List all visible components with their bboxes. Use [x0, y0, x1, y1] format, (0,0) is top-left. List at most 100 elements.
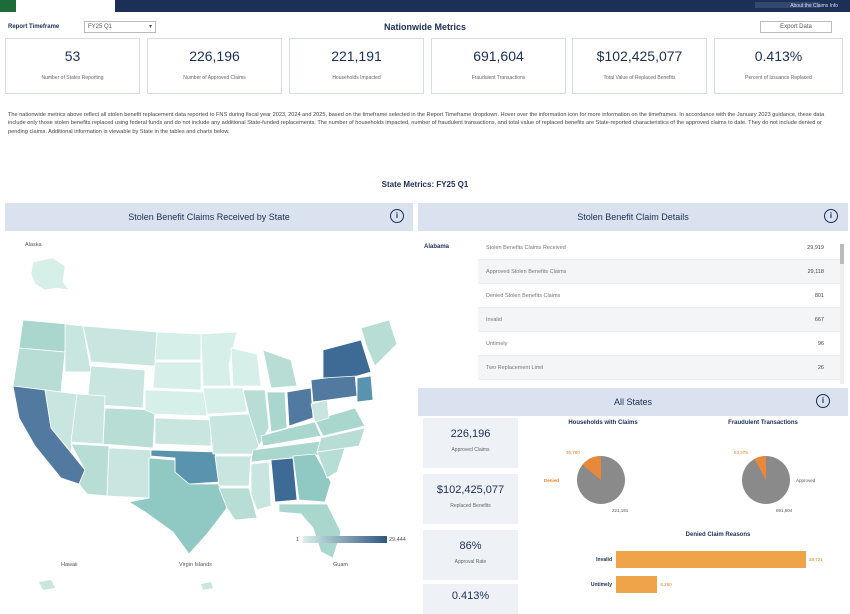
map-state-hawaii[interactable]: [39, 580, 55, 590]
map-state-pennsylvania[interactable]: [310, 373, 358, 403]
row-label: Approved Stolen Benefits Claims: [486, 269, 567, 275]
scrollbar-thumb[interactable]: [840, 244, 844, 264]
households-approved-value: 221,191: [612, 508, 629, 513]
map-state-kansas[interactable]: [154, 417, 212, 447]
map-state-new-mexico[interactable]: [106, 447, 152, 499]
kpi-label: Households Impacted: [332, 75, 381, 81]
map-state-montana[interactable]: [82, 325, 158, 367]
denied-reasons-title: Denied Claim Reasons: [685, 532, 751, 538]
map-state-louisiana[interactable]: [218, 487, 258, 521]
kpi-states: 53 Number of States Reporting: [5, 38, 140, 94]
kpi-percent-replaced: 0.413% Percent of Issuance Replaced: [714, 38, 843, 94]
households-pie-title: Households with Claims: [568, 420, 638, 426]
pies-svg: [577, 456, 790, 504]
map-territory-virgin-islands[interactable]: [201, 582, 213, 590]
bar-value-untimely: 6,250: [660, 582, 672, 587]
bar-untimely[interactable]: [616, 576, 658, 593]
fraud-pie-title: Fraudulent Transactions: [728, 420, 798, 426]
map-state-arkansas[interactable]: [214, 455, 252, 487]
details-table: Alabama Stolen Benefits Claims Received …: [418, 232, 848, 384]
map-state-indiana[interactable]: [266, 391, 288, 433]
info-icon[interactable]: i: [816, 394, 830, 408]
map-state-mid-atlantic[interactable]: [356, 375, 374, 403]
info-icon[interactable]: i: [390, 209, 404, 223]
about-link[interactable]: About the Claims Info: [790, 3, 838, 9]
mini-kpi-approved: 226,196 Approved Claims: [423, 418, 518, 468]
kpi-label: Number of States Reporting: [41, 75, 104, 81]
map-state-florida[interactable]: [278, 503, 342, 559]
map-state-kentucky[interactable]: [260, 421, 322, 447]
kpi-value: 221,191: [331, 48, 382, 64]
map-state-michigan[interactable]: [262, 349, 298, 389]
all-states-title: All States: [613, 397, 653, 407]
map-state-texas[interactable]: [127, 457, 228, 555]
mini-value: 86%: [459, 540, 482, 552]
guam-label: Guam: [333, 562, 348, 568]
all-states-header: All States i: [418, 388, 848, 416]
timeframe-dropdown[interactable]: FY25 Q1 ▾: [84, 21, 156, 33]
chevron-down-icon: ▾: [148, 24, 152, 30]
kpi-value: 0.413%: [754, 48, 803, 64]
map-state-georgia[interactable]: [292, 453, 332, 503]
map-state-south-dakota[interactable]: [152, 361, 202, 391]
map-state-virginia[interactable]: [314, 407, 366, 437]
households-pie-denied[interactable]: [582, 456, 601, 480]
kpi-label: Total Value of Replaced Benefits: [603, 75, 676, 81]
map-state-west-virginia[interactable]: [310, 399, 330, 423]
legend-bar: [303, 536, 387, 543]
bar-value-invalid: 28,721: [809, 557, 823, 562]
header-band: About the Claims Info: [115, 0, 850, 12]
map-state-iowa[interactable]: [202, 387, 248, 415]
alaska-label: Alaska: [25, 242, 42, 248]
map-state-wisconsin[interactable]: [230, 347, 262, 387]
nationwide-title: Nationwide Metrics: [383, 22, 466, 32]
row-value: 26: [817, 365, 824, 371]
map-state-colorado[interactable]: [102, 407, 156, 449]
map-state-north-dakota[interactable]: [154, 331, 202, 361]
map-state-arizona[interactable]: [70, 443, 110, 497]
households-denied-label: Denied: [544, 478, 560, 483]
mini-label: Replaced Benefits: [450, 503, 491, 509]
map-state-washington[interactable]: [18, 319, 68, 353]
legend-min: 1: [296, 537, 300, 543]
table-row: Two Replacement Limit 26: [478, 356, 842, 380]
row-label: Stolen Benefits Claims Received: [486, 245, 566, 251]
bar-invalid[interactable]: [616, 551, 806, 568]
households-denied-value: 35,760: [566, 450, 580, 455]
details-scrollbar[interactable]: [840, 244, 844, 384]
usda-logo[interactable]: [0, 0, 16, 12]
map-state-oregon[interactable]: [12, 347, 66, 393]
kpi-label: Fraudulent Transactions: [471, 75, 526, 81]
info-icon[interactable]: i: [824, 209, 838, 223]
kpi-replaced-value: $102,425,077 Total Value of Replaced Ben…: [572, 38, 707, 94]
kpi-households: 221,191 Households Impacted: [289, 38, 424, 94]
map-state-alaska[interactable]: [30, 257, 70, 291]
map-state-north-carolina[interactable]: [316, 427, 366, 453]
details-panel-title: Stolen Benefit Claim Details: [577, 212, 689, 222]
map-state-nebraska[interactable]: [144, 389, 208, 417]
mini-value: 226,196: [450, 428, 491, 440]
row-value: 29,118: [807, 269, 824, 275]
map-state-ohio[interactable]: [286, 387, 314, 427]
kpi-label: Number of Approved Claims: [183, 75, 246, 81]
table-row: Untimely 96: [478, 332, 842, 356]
header-search-box[interactable]: [755, 2, 820, 8]
map-state-minnesota[interactable]: [200, 331, 238, 387]
map-state-mississippi[interactable]: [250, 461, 272, 511]
map-state-nevada[interactable]: [44, 389, 78, 453]
table-row: Denied Stolen Benefits Claims 801: [478, 284, 842, 308]
map-state-utah[interactable]: [70, 393, 106, 445]
fraud-approved-label: Approved: [796, 478, 816, 483]
map-state-new-york[interactable]: [322, 339, 372, 379]
export-data-button[interactable]: Export Data: [760, 21, 832, 33]
row-value: 667: [814, 317, 824, 323]
row-value: 96: [817, 341, 824, 347]
map-panel-title: Stolen Benefit Claims Received by State: [128, 212, 290, 222]
timeframe-value: FY25 Q1: [88, 24, 113, 30]
fraud-approved-value: 691,604: [776, 508, 793, 513]
map-state-new-england[interactable]: [360, 319, 398, 367]
virgin-islands-label: Virgin Islands: [179, 562, 212, 568]
row-value: 29,919: [807, 245, 824, 251]
map-state-alabama[interactable]: [270, 457, 298, 503]
fraud-pie-denied[interactable]: [754, 456, 766, 480]
